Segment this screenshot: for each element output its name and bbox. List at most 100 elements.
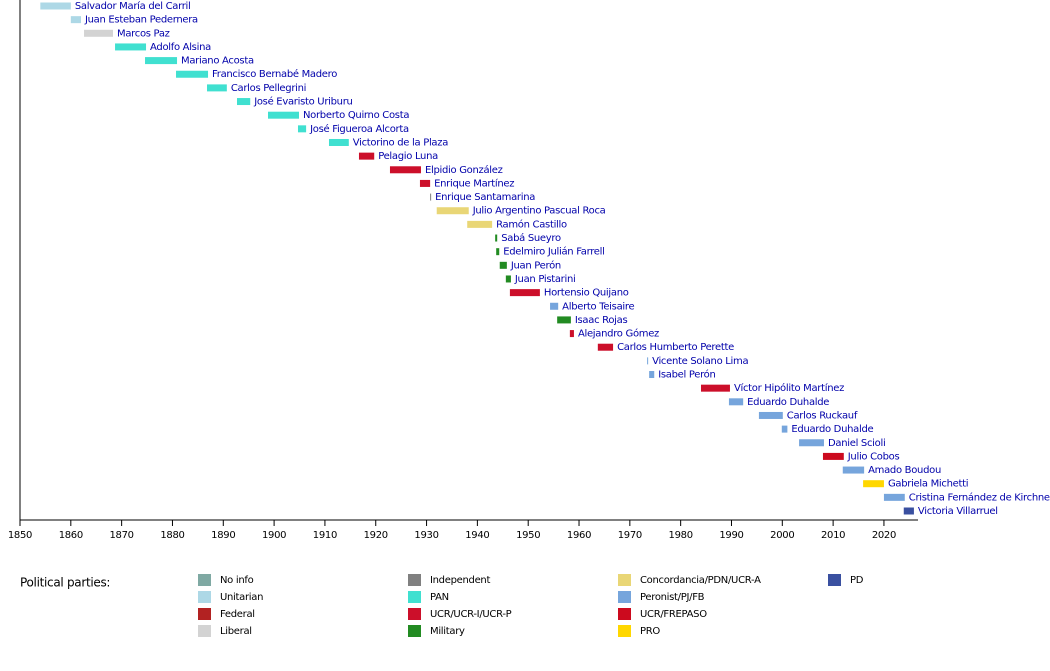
bar-label: Gabriela Michetti	[888, 479, 968, 490]
bar-label: Enrique Santamarina	[435, 192, 535, 203]
bar-label: Mariano Acosta	[181, 56, 254, 67]
legend-label: UCR/FREPASO	[640, 609, 707, 620]
bar-label: Carlos Humberto Perette	[617, 342, 734, 353]
legend-title: Political parties:	[20, 576, 110, 590]
x-tick-label: 1850	[8, 530, 32, 541]
bar-label: Adolfo Alsina	[150, 42, 211, 53]
bar	[499, 261, 507, 269]
bar-label: Juan Pistarini	[514, 274, 576, 285]
x-tick-label: 2000	[770, 530, 794, 541]
bar	[358, 152, 375, 160]
legend-swatch	[408, 574, 421, 586]
bar-label: Norberto Quirno Costa	[303, 110, 409, 121]
bar-label: Edelmiro Julián Farrell	[503, 246, 604, 258]
bar-label: José Figueroa Alcorta	[309, 123, 409, 135]
legend-label: PRO	[640, 626, 660, 637]
bar-label: Alejandro Gómez	[578, 328, 659, 340]
bar	[883, 493, 905, 501]
legend-label: Peronist/PJ/FB	[640, 592, 705, 603]
x-tick-label: 1970	[618, 530, 642, 541]
bar	[40, 2, 71, 10]
legend-label: Unitarian	[220, 592, 263, 603]
bar	[647, 357, 649, 365]
bar	[903, 507, 914, 515]
x-tick-label: 1860	[59, 530, 83, 541]
bar-label: Daniel Scioli	[828, 438, 885, 449]
bar-label: Eduardo Duhalde	[747, 397, 829, 408]
bar-label: Carlos Pellegrini	[231, 83, 306, 94]
bar-label: Carlos Ruckauf	[787, 410, 858, 421]
bar	[389, 166, 421, 174]
legend-label: PAN	[430, 592, 449, 603]
bar	[430, 193, 432, 201]
bar-label: Hortensio Quijano	[544, 288, 629, 299]
x-tick-label: 2010	[821, 530, 845, 541]
bar	[84, 29, 114, 37]
legend-swatch	[408, 608, 421, 620]
bar-label: Pelagio Luna	[378, 151, 438, 162]
bar	[419, 179, 431, 187]
bar	[176, 70, 209, 78]
bar	[758, 411, 783, 419]
x-tick-label: 1870	[110, 530, 134, 541]
x-tick-label: 1930	[414, 530, 438, 541]
bar	[505, 275, 511, 283]
bar	[207, 84, 227, 92]
legend-swatch	[618, 574, 631, 586]
x-tick-label: 1920	[364, 530, 388, 541]
bar	[569, 330, 574, 338]
x-tick-label: 2020	[872, 530, 896, 541]
legend-swatch	[198, 608, 211, 620]
bar-label: Isabel Perón	[658, 369, 715, 381]
x-tick-label: 1890	[211, 530, 235, 541]
x-tick-label: 1990	[719, 530, 743, 541]
bar-label: Isaac Rojas	[575, 315, 628, 326]
bar-label: Eduardo Duhalde	[791, 424, 873, 435]
bar	[822, 452, 844, 460]
bar-label: Victorino de la Plaza	[353, 137, 448, 148]
bar	[597, 343, 614, 351]
legend-swatch	[618, 608, 631, 620]
bar	[268, 111, 300, 119]
x-tick-label: 1900	[262, 530, 286, 541]
legend-label: Federal	[220, 609, 255, 620]
legend-label: UCR/UCR-I/UCR-P	[430, 609, 512, 620]
legend-label: Liberal	[220, 626, 252, 637]
legend-swatch	[198, 574, 211, 586]
bar	[467, 220, 493, 228]
bar-label: Salvador María del Carril	[75, 0, 191, 12]
x-tick-label: 1960	[567, 530, 591, 541]
bar	[550, 302, 559, 310]
bar-label: José Evaristo Uriburu	[253, 96, 352, 108]
bar	[328, 138, 349, 146]
bar	[557, 316, 571, 324]
bar	[495, 234, 498, 242]
legend-swatch	[408, 625, 421, 637]
legend-label: PD	[850, 575, 864, 586]
bar	[237, 98, 251, 106]
bar	[436, 207, 469, 215]
bar-label: Víctor Hipólito Martínez	[734, 382, 844, 394]
bar-label: Cristina Fernández de Kirchner	[909, 491, 1050, 503]
bar-label: Julio Cobos	[847, 451, 900, 462]
x-tick-label: 1940	[465, 530, 489, 541]
legend-swatch	[198, 591, 211, 603]
bar-label: Sabá Sueyro	[501, 232, 561, 244]
legend-swatch	[618, 625, 631, 637]
bar-label: Francisco Bernabé Madero	[212, 68, 337, 80]
bar-label: Amado Boudou	[868, 465, 941, 476]
bar-label: Victoria Villarruel	[918, 506, 998, 517]
bar-label: Elpidio González	[425, 164, 503, 176]
bar	[297, 125, 307, 133]
legend-swatch	[618, 591, 631, 603]
legend-swatch	[198, 625, 211, 637]
bar-label: Vicente Solano Lima	[652, 356, 748, 367]
bar-label: Juan Esteban Pedernera	[84, 15, 198, 26]
bar	[70, 16, 81, 24]
bar-label: Julio Argentino Pascual Roca	[472, 206, 606, 217]
bar-label: Marcos Paz	[117, 28, 170, 39]
bar	[649, 371, 655, 379]
x-tick-label: 1880	[160, 530, 184, 541]
bar-label: Enrique Martínez	[434, 177, 514, 189]
